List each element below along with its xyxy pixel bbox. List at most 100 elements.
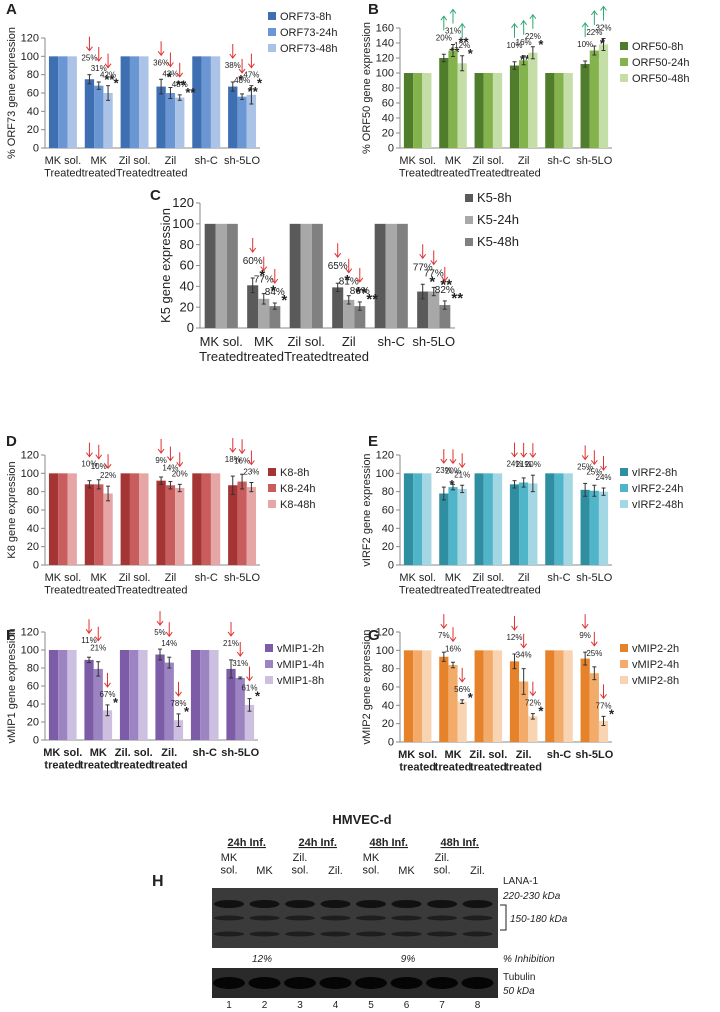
bar: [598, 491, 609, 565]
y-tick-label: 60: [382, 98, 394, 110]
band: [427, 900, 457, 908]
bar: [244, 704, 255, 740]
lane-number: 2: [262, 1000, 268, 1011]
significance: *: [281, 292, 287, 309]
legend-swatch: [268, 28, 276, 36]
bar: [474, 473, 484, 565]
loading-size: 50 kDa: [503, 986, 535, 997]
arrow-head: [175, 691, 182, 697]
blot-panel: H HMVEC-d LANA-1 220-230 kDa 150-180 kDa…: [152, 812, 568, 1011]
percent-label: 56%: [454, 685, 470, 694]
x-tick-label: sh-C: [195, 572, 218, 584]
lane-label: MK sol.: [220, 852, 237, 877]
legend-label: vMIP1-4h: [277, 659, 324, 671]
arrow-head: [271, 278, 279, 284]
band: [462, 900, 493, 908]
percent-label: 38%: [225, 61, 241, 70]
arrow-head: [356, 277, 364, 283]
percent-label: 16%: [516, 38, 532, 47]
legend-label: vMIP1-8h: [277, 675, 324, 687]
x-tick-label: sh-5LO: [412, 334, 455, 349]
bar: [492, 73, 503, 148]
x-tick-label: Zil treated: [153, 572, 187, 597]
legend-swatch: [465, 216, 473, 224]
significance: **: [459, 35, 470, 50]
size-label: 220-230 kDa: [502, 891, 561, 902]
y-tick-label: 100: [21, 468, 39, 480]
bar: [247, 285, 259, 328]
significance: *: [257, 76, 263, 91]
band: [356, 915, 386, 921]
bar: [403, 650, 414, 742]
panel-label: A: [6, 1, 17, 18]
lane-label: MK: [256, 865, 273, 877]
arrow-head: [85, 628, 93, 635]
y-tick-label: 40: [382, 700, 394, 712]
arrow-head: [590, 641, 598, 647]
percent-label: 16%: [234, 456, 250, 465]
bar: [413, 473, 423, 565]
bar: [67, 56, 77, 149]
arrow-head: [511, 625, 518, 631]
significance: *: [238, 72, 244, 87]
legend-label: vIRF2-8h: [632, 467, 677, 479]
y-tick-label: 60: [27, 681, 39, 693]
significance: *: [429, 273, 435, 290]
bar: [192, 56, 202, 149]
significance: *: [600, 36, 606, 51]
arrow-head: [345, 268, 353, 274]
bar: [201, 473, 211, 565]
band: [249, 915, 280, 921]
loading-label: Tubulin: [503, 972, 535, 983]
arrow-head: [229, 447, 237, 453]
percent-label: 77%: [254, 275, 274, 286]
bar: [58, 650, 68, 740]
legend-label: K8-8h: [280, 467, 309, 479]
legend-label: K5-8h: [477, 190, 512, 205]
bar: [509, 661, 520, 742]
percent-label: 48%: [172, 80, 188, 89]
significance: *: [270, 283, 276, 300]
legend-label: K8-48h: [280, 499, 315, 511]
bar: [210, 473, 221, 565]
legend-swatch: [620, 74, 628, 82]
bar: [580, 489, 590, 565]
legend-swatch: [265, 644, 273, 652]
bar: [332, 287, 344, 328]
bar: [58, 56, 68, 149]
significance: *: [538, 37, 544, 52]
y-tick-label: 120: [172, 195, 194, 210]
band: [355, 977, 387, 989]
y-tick-label: 40: [382, 523, 394, 535]
bar: [545, 73, 555, 148]
x-tick-label: sh-5LO: [224, 155, 261, 167]
bar: [84, 484, 95, 565]
x-tick-label: MK sol. Treated: [399, 155, 437, 180]
x-tick-label: Zil sol. Treated: [470, 155, 508, 180]
bar: [84, 79, 95, 148]
percent-label: 34%: [516, 651, 532, 660]
arrow-head: [419, 253, 427, 260]
percent-label: 22%: [100, 471, 116, 480]
band: [390, 977, 423, 989]
bar: [204, 223, 216, 328]
y-tick-label: 100: [21, 51, 39, 63]
percent-label: 20%: [436, 33, 452, 42]
bar: [192, 473, 202, 565]
percent-label: 21%: [90, 644, 106, 653]
lane-label: Zil. sol.: [433, 852, 450, 877]
arrow-head: [430, 260, 438, 266]
y-tick-label: 0: [33, 560, 39, 572]
arrow-head: [529, 691, 537, 697]
percent-label: 23%: [436, 466, 452, 475]
arrow-head: [157, 50, 165, 57]
bar: [385, 223, 397, 328]
x-tick-label: MK sol. Treated: [399, 572, 437, 597]
arrow-head: [156, 620, 164, 626]
bar: [156, 480, 166, 565]
bar: [413, 650, 423, 742]
bar: [422, 650, 432, 742]
x-tick-label: MK treated: [82, 155, 116, 180]
bar: [439, 656, 449, 742]
band: [391, 915, 422, 921]
